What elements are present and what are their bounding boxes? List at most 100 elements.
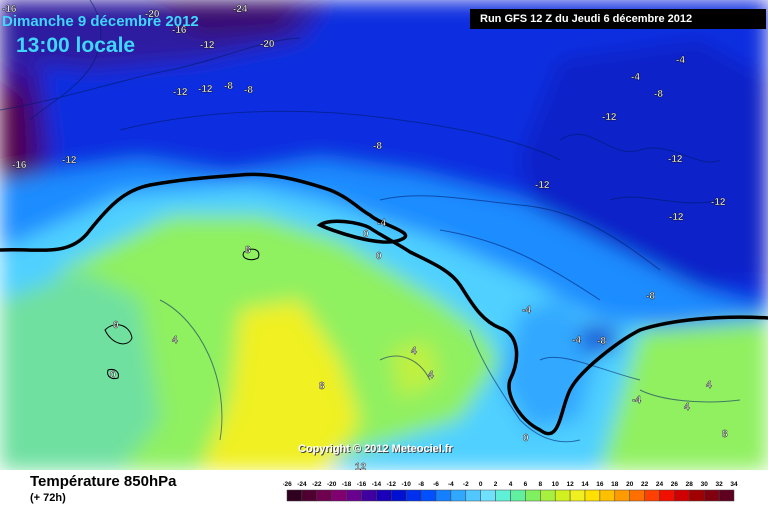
copyright-notice: Copyright © 2012 Meteociel.fr <box>298 443 453 455</box>
isotherm-label: -12 <box>173 87 188 98</box>
isotherm-label: 0 <box>110 370 116 381</box>
scale-color-swatch <box>659 489 675 502</box>
isotherm-label: -16 <box>2 4 17 15</box>
isotherm-label: 8 <box>722 429 728 440</box>
isotherm-label: -12 <box>711 197 726 208</box>
scale-color-swatch <box>495 489 511 502</box>
scale-color-swatch <box>584 489 601 502</box>
valid-date: Dimanche 9 décembre 2012 <box>2 13 199 30</box>
scale-tick-label: 0 <box>479 481 483 488</box>
scale-tick-label: 8 <box>538 481 542 488</box>
isotherm-label: -12 <box>198 84 213 95</box>
isotherm-label: -8 <box>373 141 382 152</box>
legend-panel: Température 850hPa (+ 72h) -26 -24 -22 -20-… <box>0 470 768 512</box>
scale-color-swatch <box>420 489 437 502</box>
zero-isotherm <box>0 172 768 436</box>
scale-tick-label: -14 <box>372 481 382 488</box>
scale-tick-label: -4 <box>448 481 454 488</box>
isotherm-label: -16 <box>172 25 187 36</box>
isotherm-label: -4 <box>631 72 640 83</box>
isotherm-label: -8 <box>244 85 253 96</box>
scale-tick-label: -2 <box>463 481 469 488</box>
isotherm-label: -20 <box>145 9 160 20</box>
scale-tick-label: 4 <box>509 481 513 488</box>
isotherm-label: -12 <box>200 40 215 51</box>
isotherm-label: 4 <box>706 380 712 391</box>
parameter-title: Température 850hPa <box>30 473 177 490</box>
scale-color-swatch <box>346 489 362 502</box>
scale-tick-label: 16 <box>596 481 604 488</box>
scale-tick-label: 2 <box>494 481 498 488</box>
isotherm-label: 0 <box>523 433 529 444</box>
scale-tick-label: -18 <box>342 481 352 488</box>
scale-tick-label: -10 <box>401 481 411 488</box>
scale-color-swatch <box>376 489 392 502</box>
isotherm-labels: -16 -20 -24 -16 -12 -20 -12 -8 -12 -8 -1… <box>2 4 728 470</box>
isotherm-label: 4 <box>684 402 690 413</box>
scale-tick-label: 32 <box>715 481 723 488</box>
scale-tick-label: -26 <box>283 481 292 488</box>
isotherm-label: -4 <box>676 55 685 66</box>
scale-color-swatch <box>540 489 556 502</box>
scale-tick-label: 10 <box>552 481 560 488</box>
scale-tick-label: 6 <box>524 481 528 488</box>
isotherm-label: 8 <box>319 381 325 392</box>
scale-color-swatch <box>510 489 526 502</box>
scale-tick-label: -12 <box>387 481 397 488</box>
isotherm-label: 4 <box>172 335 178 346</box>
scale-tick-label: -24 <box>297 481 307 488</box>
scale-color-swatch <box>525 489 541 502</box>
scale-color-swatch <box>644 489 660 502</box>
isotherm-label: 0 <box>376 251 382 262</box>
isotherm-label: 4 <box>411 346 417 357</box>
scale-color-swatch <box>331 489 347 502</box>
temperature-map: -16 -20 -24 -16 -12 -20 -12 -8 -12 -8 -1… <box>0 0 768 470</box>
scale-color-swatch <box>480 489 496 502</box>
isotherm-label: 12 <box>355 462 367 470</box>
scale-color-swatch <box>450 489 467 502</box>
scale-color-swatch <box>316 489 332 502</box>
isotherm-label: -8 <box>597 336 606 347</box>
scale-color-swatch <box>361 489 377 502</box>
isotherm-label: -8 <box>224 81 233 92</box>
isotherm-label: -4 <box>632 395 641 406</box>
scale-color-swatch <box>391 489 407 502</box>
scale-tick-label: 28 <box>686 481 694 488</box>
isotherm-label: -4 <box>572 335 581 346</box>
scale-color-swatch <box>614 489 630 502</box>
isotherm-label: -8 <box>646 291 655 302</box>
scale-color-swatch <box>405 489 422 502</box>
scale-color-swatch <box>703 489 720 502</box>
scale-color-swatch <box>569 489 586 502</box>
isotherm-label: -20 <box>260 39 275 50</box>
isotherm-label: 0 <box>363 229 369 240</box>
scale-tick-label: -6 <box>433 481 439 488</box>
scale-color-swatch <box>301 489 318 502</box>
scale-tick-label: -16 <box>357 481 367 488</box>
scale-tick-label: -22 <box>312 481 322 488</box>
scale-tick-label: 12 <box>566 481 574 488</box>
isotherm-label: 0 <box>113 320 119 331</box>
scale-color-swatch <box>674 489 690 502</box>
scale-tick-label: -8 <box>418 481 424 488</box>
valid-time: 13:00 locale <box>16 34 136 57</box>
scale-tick-label: 20 <box>626 481 634 488</box>
isotherm-label: -4 <box>522 305 531 316</box>
scale-color-swatch <box>435 489 452 502</box>
scale-tick-label: -20 <box>327 481 337 488</box>
isotherm-label: -8 <box>654 89 663 100</box>
forecast-lead: (+ 72h) <box>30 492 66 504</box>
scale-tick-label: 26 <box>671 481 679 488</box>
scale-color-swatch <box>465 489 481 502</box>
isotherm-label: -12 <box>668 154 683 165</box>
color-scale: -26 -24 -22 -20 -18 -16 -14 -12 -10 -8 -6 -4 -2 0 2 4 6 8… <box>283 481 738 502</box>
scale-color-swatch <box>689 489 705 502</box>
isotherm-label: -12 <box>669 212 684 223</box>
isotherm-label: -24 <box>233 4 248 15</box>
isotherm-label: -16 <box>12 160 27 171</box>
scale-color-swatch <box>554 489 571 502</box>
scale-color-swatch <box>629 489 645 502</box>
isotherm-label: 4 <box>428 370 434 381</box>
isotherm-label: -4 <box>377 218 386 229</box>
scale-color-swatch <box>599 489 616 502</box>
